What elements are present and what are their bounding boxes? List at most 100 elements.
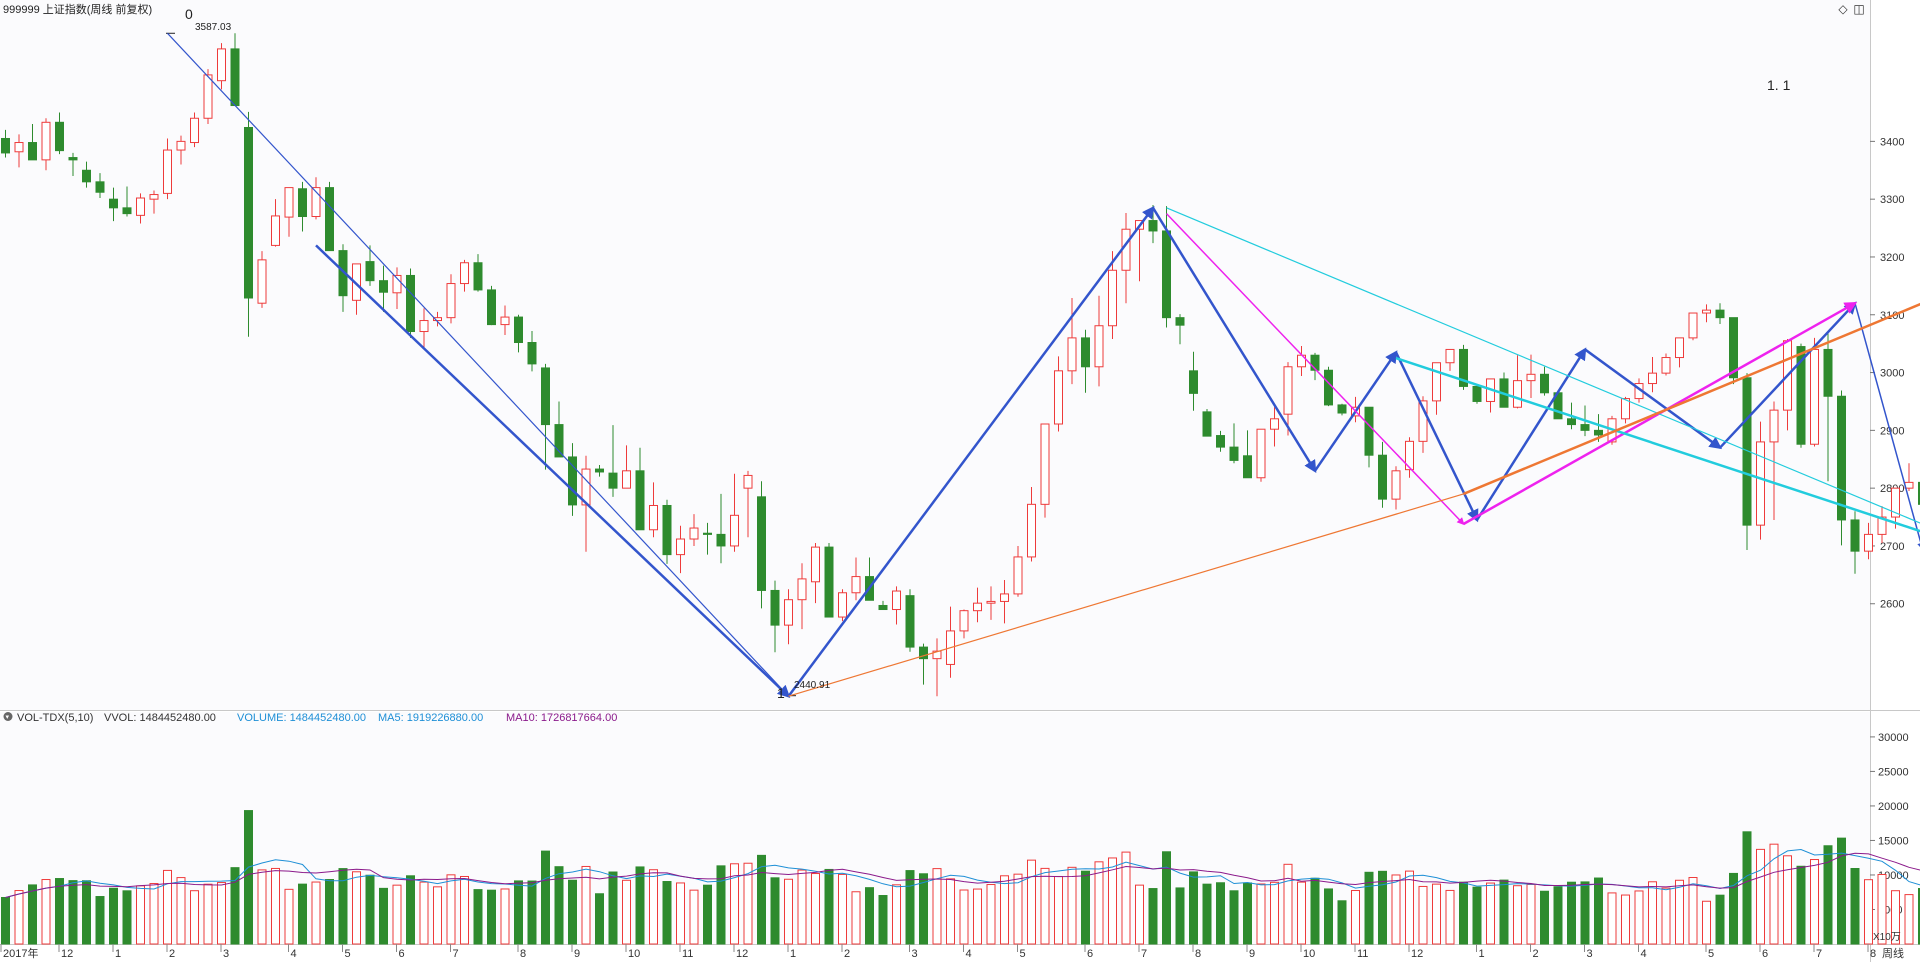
candle-body	[1648, 372, 1657, 385]
price-axis: 340033003200310030002900280027002600	[1870, 136, 1904, 611]
time-tick-label: 2017年	[3, 946, 38, 960]
candle-body	[1594, 429, 1603, 436]
volume-bar	[1000, 875, 1009, 945]
candle	[959, 609, 969, 639]
candle	[1337, 403, 1347, 416]
candle	[1013, 545, 1023, 597]
collapse-panel-icon[interactable]	[3, 712, 13, 721]
candle-body	[338, 250, 348, 297]
volume-bar	[244, 810, 253, 945]
candle-body	[1067, 337, 1077, 372]
candle	[163, 138, 172, 200]
candle-body	[1432, 362, 1441, 402]
wave-line-blue	[1854, 303, 1920, 551]
candle-body	[1877, 516, 1887, 535]
candle	[14, 134, 24, 168]
candle	[1445, 348, 1455, 371]
candle	[676, 525, 685, 574]
collapse-panel-glyph: ▾	[6, 714, 10, 721]
candle	[1769, 401, 1779, 520]
candle-body	[1189, 370, 1198, 394]
candle	[622, 445, 631, 489]
candle-body	[68, 157, 78, 161]
volume-indicator-name[interactable]: VOL-TDX(5,10)	[17, 712, 93, 724]
candle-body	[703, 532, 712, 535]
volume-bar	[716, 865, 726, 945]
volume-bar	[176, 877, 186, 945]
wave-label-1-1: 1. 1	[1767, 77, 1791, 93]
time-tick-label: 2	[844, 948, 850, 960]
time-tick-label: 12	[61, 948, 73, 960]
candle	[892, 586, 901, 625]
volume-bar	[1418, 885, 1428, 945]
candle	[554, 401, 564, 458]
volume-bar	[1553, 886, 1563, 945]
candle-body	[1661, 357, 1671, 374]
diamond-icon[interactable]: ◇	[1838, 2, 1848, 16]
volume-bar	[203, 883, 213, 945]
time-tick-label: 10	[1303, 948, 1315, 960]
volume-bar	[1351, 890, 1360, 945]
time-tick-label: 4	[966, 948, 972, 960]
candle-body	[1054, 370, 1063, 425]
candle-body	[311, 187, 321, 218]
volume-tick-label: 15000	[1878, 835, 1909, 847]
candle-body	[1742, 377, 1752, 526]
time-tick-label: 2	[1533, 948, 1539, 960]
candle	[662, 499, 672, 564]
candle-body	[716, 533, 726, 547]
candle	[95, 173, 105, 199]
volume-bar	[1459, 881, 1468, 945]
volume-bar	[527, 880, 537, 945]
volume-bar	[1445, 889, 1455, 945]
volume-bar	[608, 871, 618, 945]
volume-bar	[905, 870, 915, 945]
candle-body	[1391, 470, 1401, 500]
volume-bar	[1175, 887, 1185, 945]
candle-body	[41, 121, 51, 161]
volume-bar	[1256, 883, 1266, 945]
candle	[1243, 430, 1252, 479]
time-tick-label: 11	[682, 948, 693, 960]
candle-body	[1702, 309, 1711, 314]
candle	[1621, 396, 1630, 424]
volume-bar	[1540, 890, 1549, 945]
period-label[interactable]: 周线	[1882, 946, 1904, 960]
candle	[1540, 366, 1549, 396]
candle-body	[1270, 418, 1279, 430]
candle	[973, 587, 982, 623]
candle-body	[581, 468, 591, 506]
volume-bar	[1472, 886, 1482, 945]
candle-body	[662, 504, 672, 556]
volume-bar	[1715, 894, 1725, 945]
candle	[203, 69, 213, 125]
candle-body	[1202, 411, 1212, 437]
volume-bar	[298, 883, 307, 945]
candle-body	[824, 546, 834, 618]
candle-body	[797, 578, 807, 601]
volume-bar	[1891, 890, 1900, 945]
volume-bar	[1013, 873, 1023, 945]
volume-bar	[1850, 868, 1860, 945]
ma5-value: MA5: 1919226880.00	[378, 712, 483, 724]
candle-body	[203, 74, 213, 119]
time-tick-label: 5	[1020, 948, 1026, 960]
candle-body	[1243, 455, 1252, 479]
candle-body	[1013, 556, 1023, 595]
volume-bar	[676, 882, 685, 945]
volume-bar	[1594, 877, 1603, 945]
volume-bar	[325, 879, 334, 945]
candle	[109, 187, 118, 222]
candle	[1837, 390, 1846, 546]
volume-bar	[41, 879, 51, 945]
window-toggle-icon[interactable]: ◫	[1853, 2, 1865, 16]
candle-body	[230, 48, 240, 107]
volume-bar	[487, 889, 496, 945]
candle-body	[217, 48, 226, 82]
candle	[1067, 298, 1077, 385]
candle-body	[460, 262, 469, 285]
candle	[1702, 304, 1711, 323]
candle-body	[1580, 424, 1590, 431]
volume-bar	[365, 874, 375, 945]
